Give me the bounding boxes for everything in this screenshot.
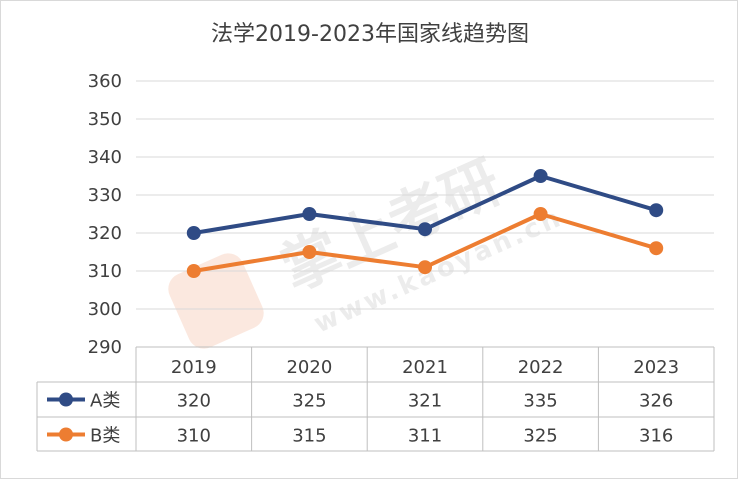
- legend-label: A类: [90, 391, 120, 412]
- table-cell: 325: [523, 426, 557, 447]
- legend-label: B类: [90, 426, 120, 447]
- data-table: 2019 2020 2021 2022 2023 A类 320 325 321 335 326 B类 3…: [36, 346, 715, 452]
- data-point: [302, 245, 317, 259]
- data-point: [649, 241, 664, 256]
- data-point: [186, 226, 201, 240]
- table-cell: 321: [408, 391, 442, 412]
- y-tick-label: 350: [88, 109, 122, 130]
- x-tick-label: 2019: [171, 357, 217, 378]
- series-lines: [186, 169, 664, 278]
- y-axis-ticks: 290 300 310 320 330 340 350 360: [88, 71, 122, 358]
- y-tick-label: 340: [88, 147, 122, 168]
- table-cell: 320: [177, 391, 211, 412]
- y-tick-label: 330: [88, 185, 122, 206]
- table-cell: 316: [639, 426, 673, 447]
- table-cell: 315: [292, 426, 326, 447]
- data-point: [302, 207, 317, 221]
- chart-title: 法学2019-2023年国家线趋势图: [211, 22, 529, 47]
- data-point: [533, 207, 548, 221]
- y-tick-label: 320: [88, 223, 122, 244]
- y-tick-label: 300: [88, 299, 122, 320]
- data-point: [533, 169, 548, 183]
- data-point: [418, 222, 432, 237]
- data-point: [418, 260, 432, 275]
- data-point: [649, 203, 664, 218]
- x-tick-label: 2022: [518, 357, 564, 378]
- table-cell: 335: [523, 391, 557, 412]
- legend-key-marker: [59, 392, 73, 407]
- table-cell: 325: [292, 391, 326, 412]
- data-point: [186, 264, 201, 278]
- table-cell: 310: [177, 426, 211, 447]
- table-cell: 326: [639, 391, 673, 412]
- y-tick-label: 310: [88, 261, 122, 282]
- table-cell: 311: [408, 426, 442, 447]
- watermark-logo-icon: [168, 253, 264, 349]
- x-tick-label: 2023: [633, 357, 679, 378]
- y-tick-label: 360: [88, 71, 122, 92]
- x-tick-label: 2020: [286, 357, 332, 378]
- x-tick-label: 2021: [402, 357, 448, 378]
- y-tick-label: 290: [88, 337, 122, 358]
- legend-key-marker: [59, 427, 73, 442]
